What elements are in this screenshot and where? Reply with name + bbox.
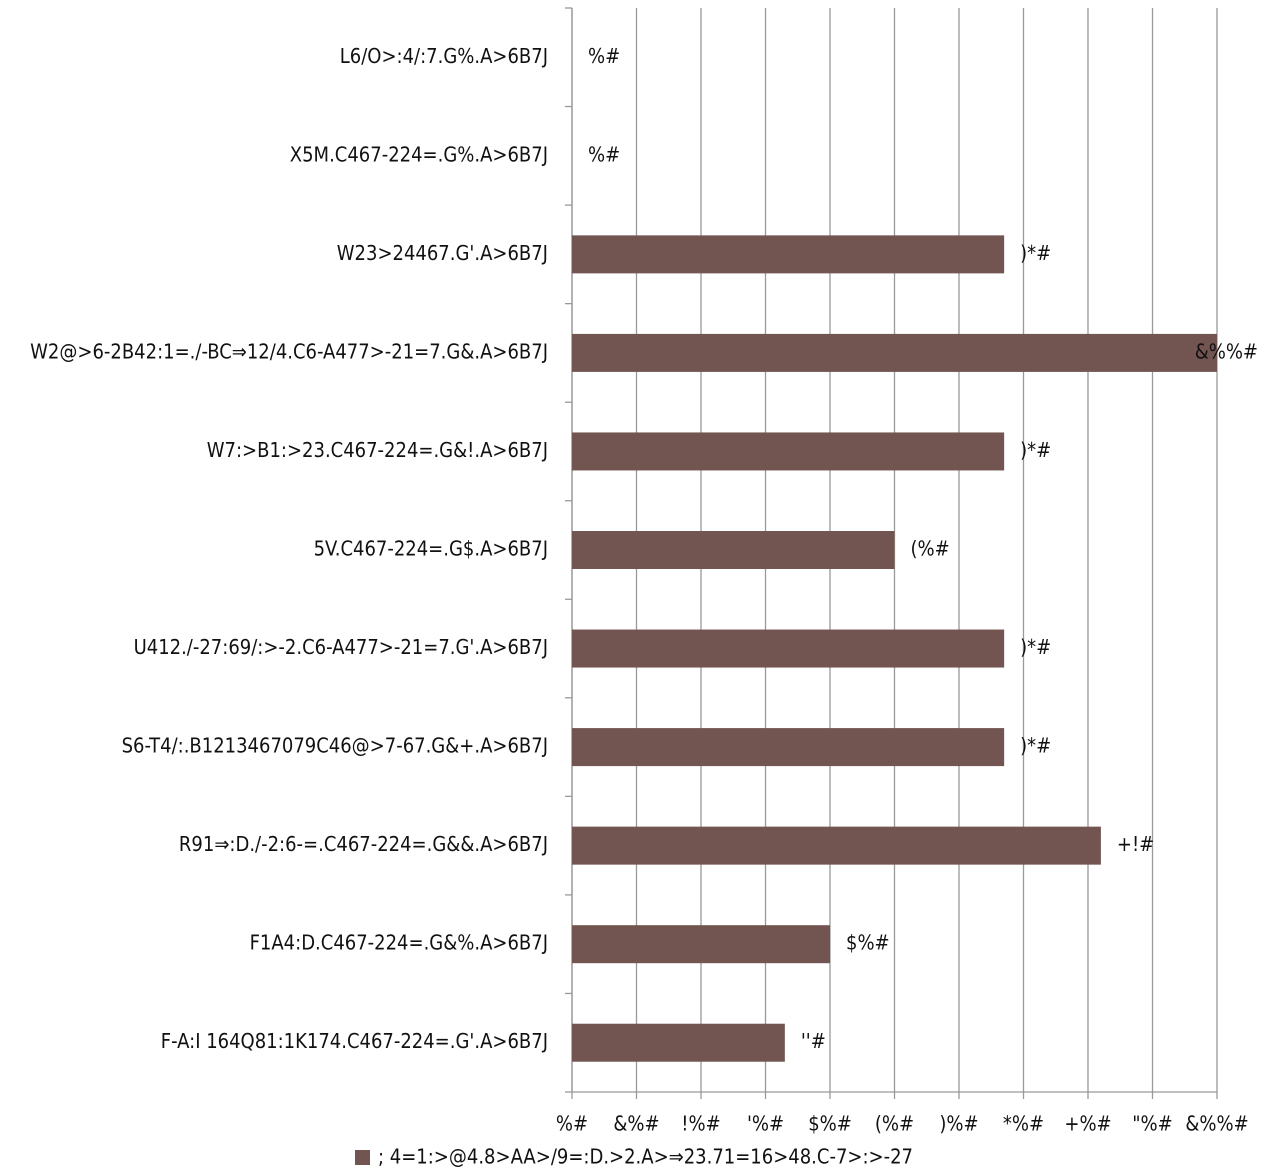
legend-label: ; 4=1:>@4.8>AA>/9=:D.>2.A>⇒23.71=16>48.C… <box>378 1145 913 1169</box>
y-tick-label: F-A:I 164Q81:1K174.C467-224=.G'.A>6B7J <box>161 1029 548 1053</box>
x-tick-label: *%# <box>1003 1112 1044 1136</box>
x-tick-label: )%# <box>939 1112 978 1136</box>
bar <box>572 432 1005 471</box>
bar <box>572 629 1005 668</box>
bar <box>572 1023 785 1062</box>
data-label: )*# <box>1020 635 1051 659</box>
data-label: )*# <box>1020 438 1051 462</box>
data-label: %# <box>588 142 620 166</box>
y-tick-label: U412./-27:69/:>-2.C6-A477>-21=7.G'.A>6B7… <box>134 635 548 659</box>
data-label: &%%# <box>1195 339 1258 363</box>
x-tick-label: &%# <box>613 1112 659 1136</box>
data-label: )*# <box>1020 241 1051 265</box>
data-label: $%# <box>846 931 890 955</box>
data-label: (%# <box>911 537 950 561</box>
x-tick-label: &%%# <box>1185 1112 1248 1136</box>
data-label: +!# <box>1117 832 1154 856</box>
y-tick-label: R91⇒:D./-2:6-=.C467-224=.G&&.A>6B7J <box>179 832 548 856</box>
data-label: %# <box>588 44 620 68</box>
x-tick-label: !%# <box>681 1112 720 1136</box>
y-tick-label: W23>24467.G'.A>6B7J <box>337 241 548 265</box>
x-tick-label: "%# <box>1132 1112 1172 1136</box>
y-tick-label: X5M.C467-224=.G%.A>6B7J <box>290 142 548 166</box>
x-tick-label: $%# <box>808 1112 852 1136</box>
x-tick-label: +%# <box>1064 1112 1111 1136</box>
x-tick-label: '%# <box>747 1112 784 1136</box>
y-tick-label: 5V.C467-224=.G$.A>6B7J <box>314 537 548 561</box>
bar <box>572 531 895 569</box>
data-label: ''# <box>801 1029 826 1053</box>
x-tick-label: %# <box>556 1112 588 1136</box>
bar <box>572 925 830 964</box>
x-tick-label: (%# <box>875 1112 914 1136</box>
y-tick-label: S6-T4/:.B1213467079C46@>7-67.G&+.A>6B7J <box>122 734 548 758</box>
bar <box>572 826 1101 865</box>
bar <box>572 235 1005 274</box>
data-label: )*# <box>1020 734 1051 758</box>
bar <box>572 333 1217 372</box>
y-tick-label: F1A4:D.C467-224=.G&%.A>6B7J <box>250 931 548 955</box>
y-tick-label: W7:>B1:>23.C467-224=.G&!.A>6B7J <box>207 438 548 462</box>
y-tick-label: L6/O>:4/:7.G%.A>6B7J <box>340 44 548 68</box>
bar <box>572 728 1005 767</box>
legend-swatch <box>355 1150 370 1165</box>
y-tick-label: W2@>6-2B42:1=./-BC⇒12/4.C6-A477>-21=7.G&… <box>30 339 548 363</box>
